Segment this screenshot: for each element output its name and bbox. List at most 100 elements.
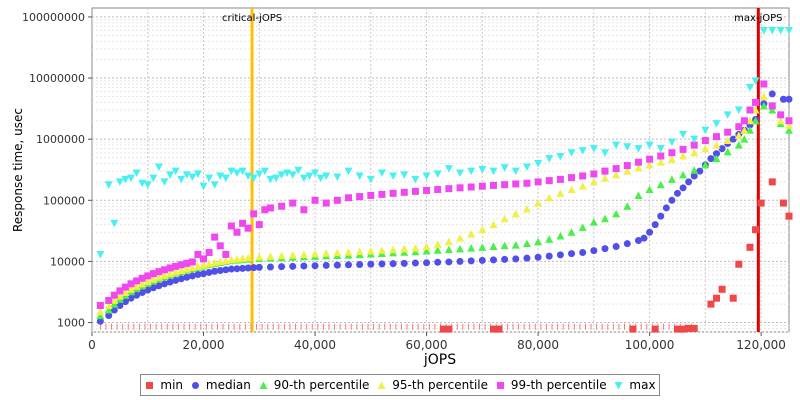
data-point (712, 141, 721, 149)
data-point (177, 261, 185, 269)
data-point (423, 186, 431, 194)
data-point (651, 325, 659, 333)
legend-label: min (160, 378, 184, 392)
data-point (656, 145, 665, 153)
x-tick-label: 100,000 (625, 338, 675, 352)
data-point (344, 261, 352, 269)
legend-marker (377, 381, 386, 389)
data-point (768, 26, 777, 35)
data-point (623, 202, 632, 210)
data-point (545, 177, 553, 185)
data-point (260, 167, 269, 176)
data-point (651, 221, 659, 229)
data-point (740, 117, 748, 125)
data-point (522, 239, 531, 248)
data-point (138, 274, 146, 282)
data-point (668, 149, 676, 157)
data-point (534, 178, 542, 186)
max-jOPS-label: max-jOPS (734, 13, 782, 24)
y-tick-label: 100000 (43, 194, 85, 207)
data-point (645, 141, 654, 150)
data-point (110, 306, 118, 314)
data-point (138, 289, 146, 297)
data-point (679, 184, 687, 192)
data-point (239, 219, 247, 227)
data-point (567, 228, 576, 236)
data-point (556, 232, 565, 240)
x-tick-label: 0 (88, 338, 96, 352)
legend-label: 99-th percentile (510, 378, 607, 392)
data-point (723, 136, 732, 145)
legend-label: 95-th percentile (392, 378, 489, 392)
data-point (445, 325, 453, 333)
x-tick-label: 40,000 (294, 338, 336, 352)
data-point (657, 152, 665, 160)
data-point (612, 165, 620, 173)
data-point (734, 106, 743, 115)
data-point (779, 95, 787, 103)
data-point (568, 250, 576, 258)
data-point (121, 283, 129, 291)
data-point (121, 175, 130, 184)
data-point (194, 250, 202, 258)
y-axis-label: Response time, usec (11, 108, 25, 232)
data-point (367, 191, 375, 199)
legend-label: median (205, 378, 251, 392)
data-point (734, 131, 743, 139)
data-point (205, 268, 213, 276)
data-point (567, 149, 576, 157)
data-point (646, 228, 654, 236)
data-point (221, 256, 230, 265)
data-point (344, 194, 352, 202)
data-point (500, 214, 509, 223)
data-point (612, 243, 620, 251)
data-point (735, 123, 743, 131)
data-point (244, 172, 253, 180)
data-point (523, 179, 531, 187)
data-point (478, 225, 487, 234)
y-axis-ticks: 1000 10000 100000 1000000 10000000 100000000 (22, 11, 92, 330)
data-points (96, 26, 793, 333)
data-point (110, 219, 119, 228)
data-point (266, 252, 275, 260)
data-point (288, 251, 297, 259)
data-point (768, 106, 777, 114)
data-point (690, 135, 699, 144)
data-point (707, 155, 715, 163)
data-point (400, 244, 409, 253)
y-tick-label: 1000000 (36, 133, 85, 146)
data-point (411, 259, 419, 267)
data-point (221, 174, 230, 183)
data-point (578, 223, 587, 231)
data-point (656, 180, 665, 189)
data-point (759, 26, 768, 35)
data-point (590, 247, 598, 255)
data-point (690, 166, 699, 174)
data-point (752, 226, 760, 234)
data-point (445, 185, 453, 193)
x-tick-label: 120,000 (736, 338, 786, 352)
data-point (579, 172, 587, 180)
data-point (277, 171, 286, 179)
data-point (239, 264, 247, 272)
data-point (707, 300, 715, 308)
legend-marker (614, 381, 623, 389)
data-point (121, 298, 129, 306)
data-point (233, 228, 241, 236)
data-point (355, 247, 364, 256)
data-point (200, 270, 208, 278)
data-point (96, 311, 105, 320)
data-point (216, 242, 224, 250)
data-point (166, 171, 175, 179)
data-point (673, 325, 681, 333)
data-point (172, 276, 180, 284)
data-point (785, 117, 793, 125)
data-point (745, 84, 754, 92)
data-point (322, 172, 331, 180)
data-point (667, 138, 676, 146)
legend-item: 95-th percentile (376, 378, 488, 392)
data-point (149, 270, 157, 278)
data-point (612, 141, 621, 150)
data-point (294, 166, 303, 175)
data-point (760, 80, 768, 88)
